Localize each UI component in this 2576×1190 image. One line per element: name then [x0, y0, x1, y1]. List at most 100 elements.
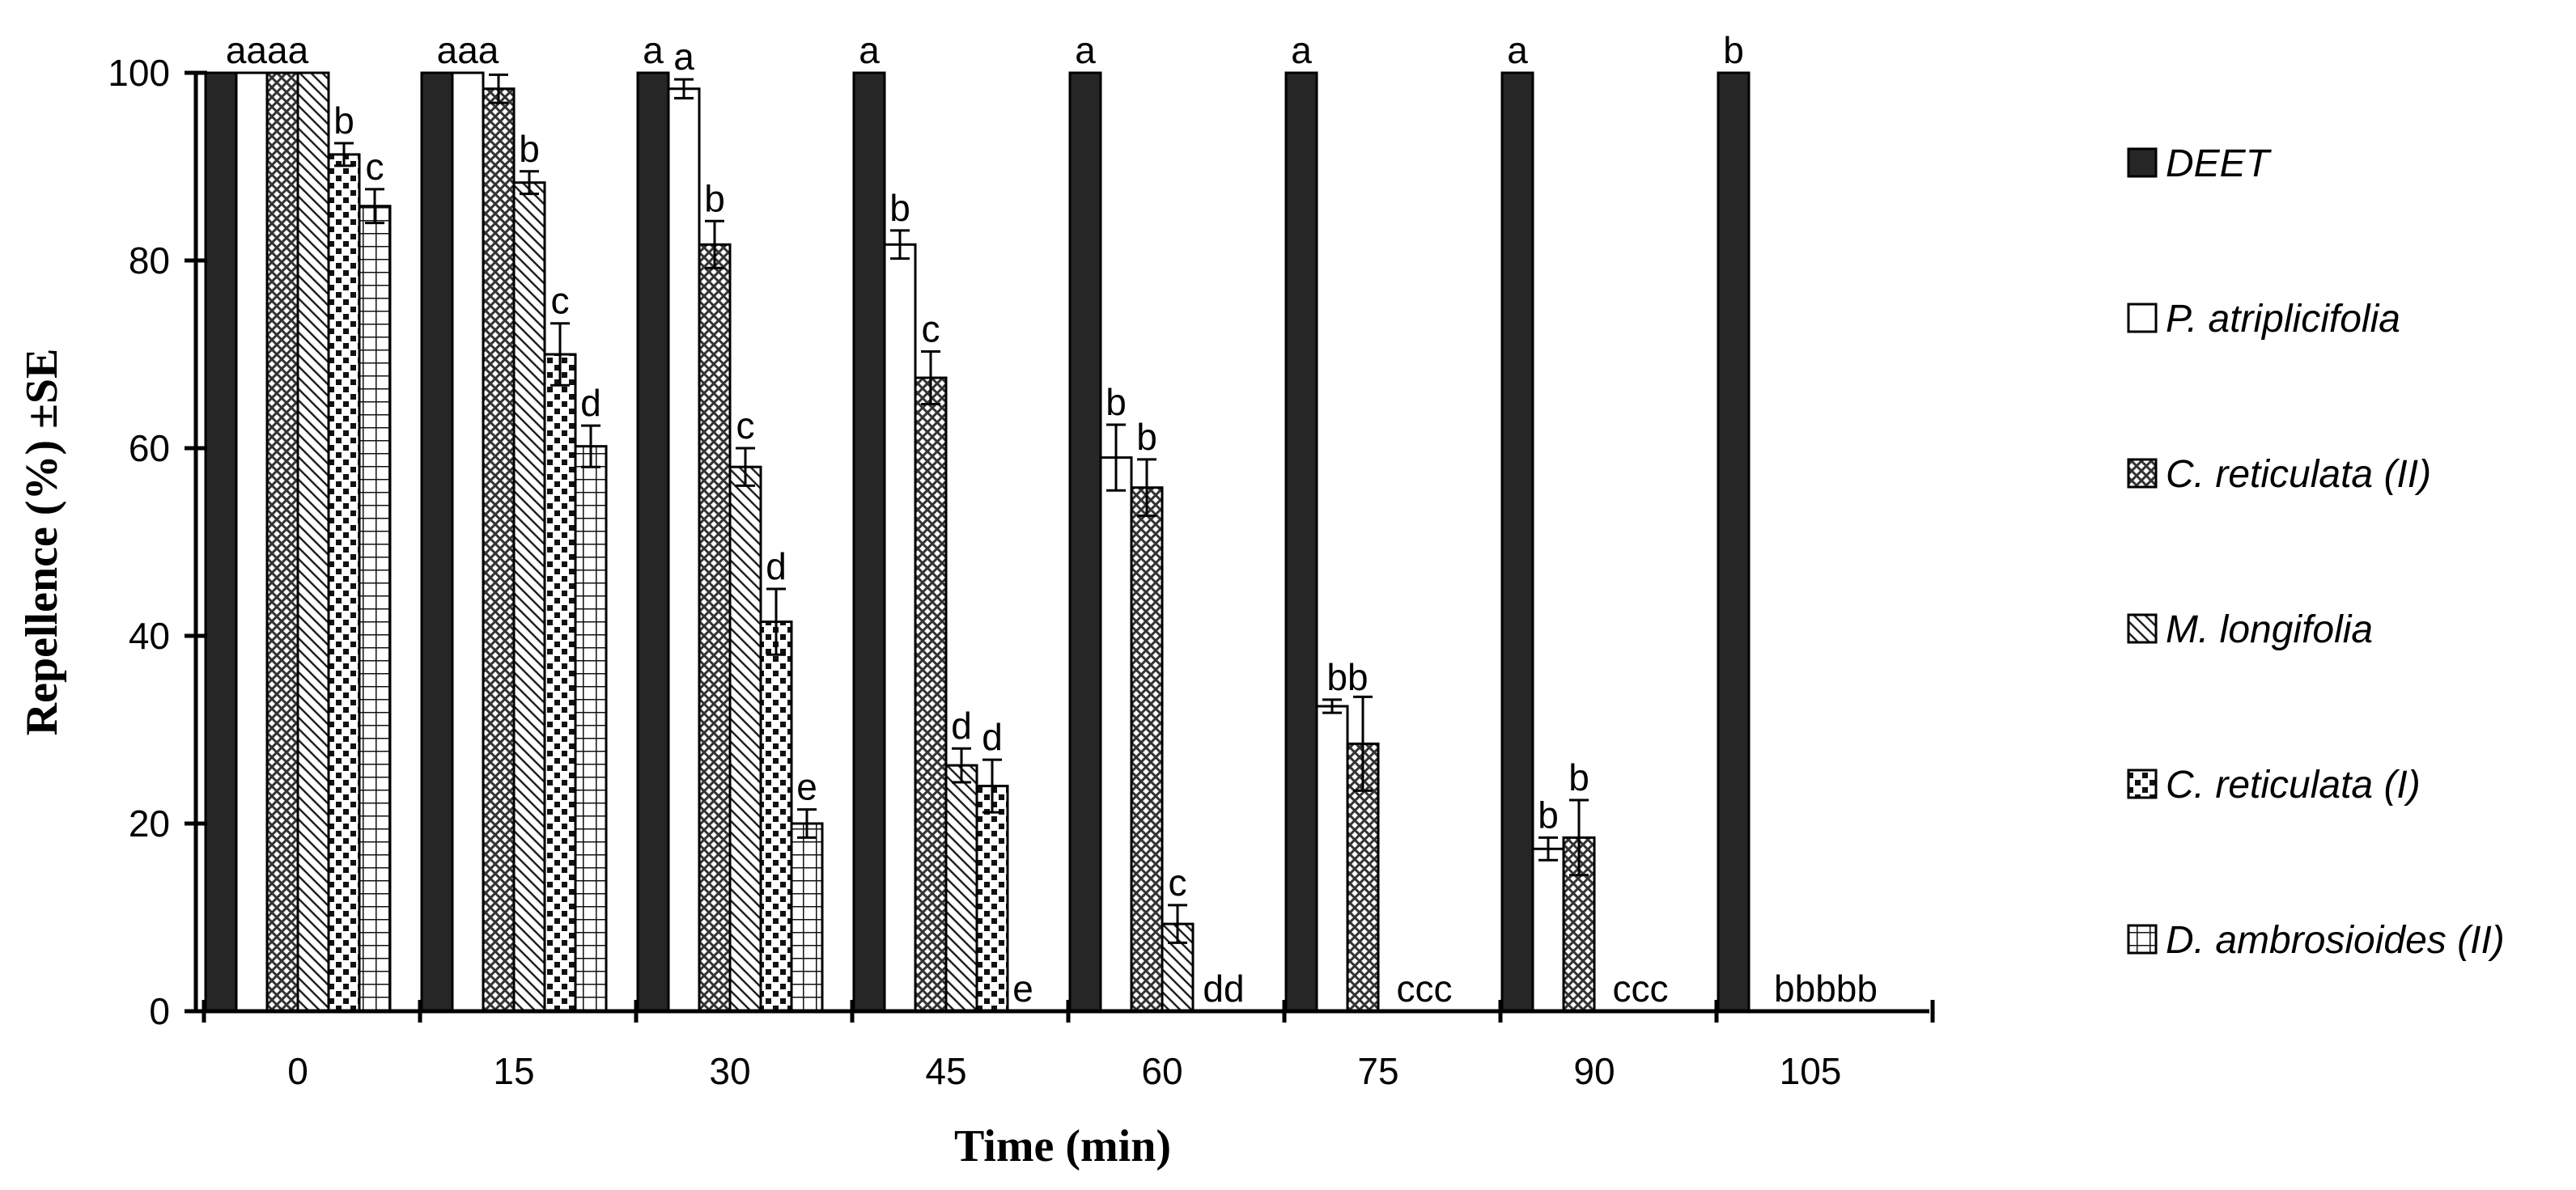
legend-label: P. atriplicifolia: [2166, 298, 2400, 341]
significance-letter: bb: [1326, 656, 1368, 698]
significance-letter: b: [1136, 416, 1157, 458]
significance-letter: c: [551, 280, 570, 322]
legend-swatch: [2127, 303, 2158, 333]
legend-label: C. reticulata (II): [2166, 453, 2431, 496]
x-axis-title: Time (min): [954, 1121, 1171, 1171]
significance-letter: aaaa: [226, 29, 309, 71]
bar: [574, 445, 608, 1013]
bar: [698, 243, 732, 1013]
significance-letter: c: [1169, 862, 1187, 904]
y-tick-label: 40: [129, 615, 170, 657]
x-tick-label: 60: [1141, 1050, 1182, 1092]
bar: [512, 181, 546, 1013]
y-tick-label: 0: [149, 990, 170, 1032]
bar: [204, 71, 238, 1013]
bar: [852, 71, 886, 1013]
significance-letter: b: [1568, 756, 1589, 798]
legend-label: C. reticulata (I): [2166, 764, 2421, 807]
bar: [296, 71, 330, 1013]
significance-letter: b: [519, 128, 540, 170]
significance-letter: e: [796, 766, 817, 808]
y-tick-label: 100: [108, 52, 170, 94]
significance-letter: d: [580, 382, 601, 424]
x-tick-label: 15: [493, 1050, 534, 1092]
legend-swatch: [2127, 924, 2158, 955]
bar: [1531, 847, 1565, 1013]
significance-letter: c: [736, 404, 755, 447]
significance-letter: d: [982, 716, 1003, 758]
significance-letter: aaa: [437, 29, 499, 71]
bar: [1315, 705, 1349, 1013]
bar: [1284, 71, 1318, 1013]
significance-letter: dd: [1203, 968, 1244, 1010]
axes: [193, 73, 1929, 1014]
legend-label: D. ambrosioides (II): [2166, 919, 2505, 962]
significance-letter: a: [1507, 29, 1528, 71]
significance-letter: c: [366, 146, 384, 188]
y-tick-label: 60: [129, 427, 170, 469]
x-tick-label: 90: [1573, 1050, 1615, 1092]
bar: [914, 376, 948, 1013]
bar: [543, 353, 577, 1013]
x-ticks: 0 15 30 45 60 75 90 105: [202, 1000, 1935, 1092]
x-tick-label: 45: [925, 1050, 966, 1092]
y-tick-label: 20: [129, 803, 170, 845]
bar: [667, 87, 701, 1013]
significance-letter: b: [1538, 794, 1559, 836]
bar: [1130, 486, 1164, 1013]
bars-layer: [204, 71, 1751, 1013]
y-ticks: 0 20 40 60 80 100: [108, 52, 207, 1032]
significance-letter: b: [1106, 381, 1127, 423]
significance-letter: d: [766, 545, 787, 587]
bar: [975, 785, 1009, 1013]
bar: [420, 71, 454, 1013]
bar: [944, 764, 978, 1013]
x-tick-label: 105: [1780, 1050, 1842, 1092]
bar: [482, 87, 516, 1013]
y-tick-label: 80: [129, 239, 170, 282]
bar: [451, 71, 485, 1013]
bar: [265, 71, 299, 1013]
x-tick-label: 30: [709, 1050, 750, 1092]
bar: [636, 71, 670, 1013]
significance-letter: bbbbb: [1774, 968, 1878, 1010]
legend-swatch: [2127, 147, 2158, 178]
significance-letter: c: [922, 308, 940, 350]
significance-letter: ccc: [1397, 968, 1453, 1010]
significance-letter: b: [333, 100, 354, 142]
bar: [327, 153, 361, 1013]
significance-letter: a: [673, 36, 694, 78]
significance-letter: ccc: [1613, 968, 1669, 1010]
x-tick-label: 0: [287, 1050, 308, 1092]
significance-letter: b: [704, 177, 725, 219]
significance-letter: a: [1291, 29, 1312, 71]
y-axis-title: Repellence (%) ±SE: [17, 349, 67, 736]
significance-letter: a: [643, 29, 664, 71]
bar: [883, 243, 917, 1013]
legend-label: M. longifolia: [2166, 608, 2373, 651]
legend-label: DEET: [2166, 142, 2273, 185]
significance-letter: b: [889, 187, 910, 229]
significance-letter: a: [859, 29, 880, 71]
bar: [1500, 71, 1534, 1013]
bar: [1717, 71, 1751, 1013]
significance-letter: a: [1075, 29, 1096, 71]
bar: [1068, 71, 1102, 1013]
legend-swatch: [2127, 458, 2158, 489]
bar: [235, 71, 269, 1013]
x-tick-label: 75: [1357, 1050, 1398, 1092]
bar: [790, 822, 824, 1013]
legend: DEET P. atriplicifolia C. reticulata (II) M…: [2127, 142, 2505, 962]
bar: [358, 205, 392, 1013]
significance-letter: d: [951, 705, 972, 747]
significance-letter: e: [1012, 968, 1033, 1010]
legend-swatch: [2127, 769, 2158, 799]
bar: [1099, 456, 1133, 1013]
bar: [728, 465, 762, 1013]
bar: [759, 620, 793, 1013]
legend-swatch: [2127, 613, 2158, 644]
significance-letter: b: [1723, 29, 1744, 71]
error-bars-layer: [334, 73, 1589, 944]
